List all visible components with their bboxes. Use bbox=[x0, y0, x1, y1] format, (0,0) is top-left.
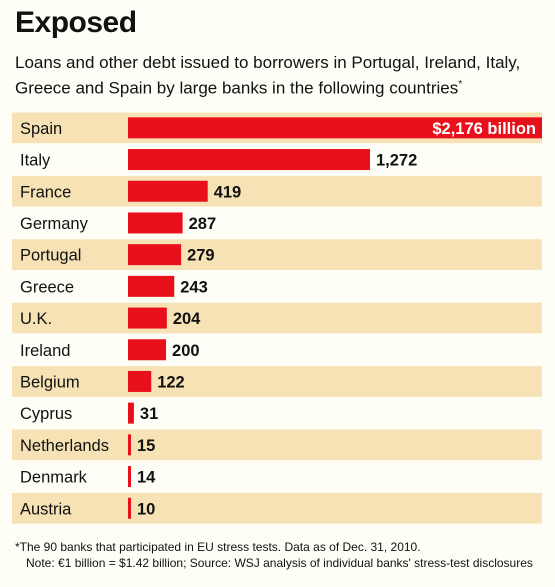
category-label-u-k: U.K. bbox=[20, 310, 52, 328]
value-label-denmark: 14 bbox=[137, 469, 156, 487]
bar-cyprus bbox=[128, 402, 134, 424]
chart-title: Exposed bbox=[15, 6, 137, 39]
value-label-greece: 243 bbox=[180, 278, 208, 296]
category-label-portugal: Portugal bbox=[20, 247, 81, 265]
category-label-denmark: Denmark bbox=[20, 469, 88, 487]
footnote-source: Note: €1 billion = $1.42 billion; Source… bbox=[26, 556, 533, 570]
value-label-germany: 287 bbox=[189, 215, 217, 233]
bar-spain bbox=[128, 117, 542, 139]
category-label-spain: Spain bbox=[20, 120, 62, 138]
row-stripe bbox=[12, 302, 542, 334]
row-stripe bbox=[12, 366, 542, 397]
subtitle-text: Loans and other debt issued to borrowers… bbox=[15, 53, 521, 98]
row-stripe bbox=[12, 175, 542, 207]
bar-france bbox=[128, 180, 208, 202]
bar-u-k bbox=[128, 307, 167, 329]
value-label-austria: 10 bbox=[137, 500, 155, 518]
bar-belgium bbox=[128, 370, 152, 392]
row-stripe bbox=[12, 429, 542, 461]
value-label-u-k: 204 bbox=[173, 310, 201, 328]
value-label-ireland: 200 bbox=[172, 342, 200, 360]
category-label-austria: Austria bbox=[20, 500, 72, 518]
value-label-netherlands: 15 bbox=[137, 437, 155, 455]
bar-denmark bbox=[128, 466, 131, 488]
bar-ireland bbox=[128, 339, 167, 361]
value-label-belgium: 122 bbox=[157, 373, 185, 391]
bar-italy bbox=[128, 149, 371, 171]
row-stripe bbox=[12, 239, 542, 270]
bar-chart: Spain $2,176 billion Italy 1,272 France 419 Ge… bbox=[12, 112, 542, 524]
bar-germany bbox=[128, 212, 183, 234]
row-stripe bbox=[12, 492, 542, 524]
bar-portugal bbox=[128, 244, 182, 266]
footnote-marker: * bbox=[458, 79, 463, 90]
category-label-netherlands: Netherlands bbox=[20, 437, 109, 455]
category-label-italy: Italy bbox=[20, 152, 51, 170]
bar-greece bbox=[128, 275, 175, 297]
value-label-italy: 1,272 bbox=[376, 152, 417, 170]
value-label-france: 419 bbox=[214, 183, 242, 201]
footnote-stress-tests: *The 90 banks that participated in EU st… bbox=[15, 540, 421, 554]
category-label-belgium: Belgium bbox=[20, 373, 80, 391]
category-label-ireland: Ireland bbox=[20, 342, 70, 360]
value-label-spain: $2,176 billion bbox=[432, 120, 536, 138]
category-label-greece: Greece bbox=[20, 278, 74, 296]
category-label-france: France bbox=[20, 183, 71, 201]
chart-subtitle: Loans and other debt issued to borrowers… bbox=[15, 52, 545, 100]
category-label-germany: Germany bbox=[20, 215, 89, 233]
category-label-cyprus: Cyprus bbox=[20, 405, 72, 423]
bar-austria bbox=[128, 497, 131, 519]
value-label-portugal: 279 bbox=[187, 247, 215, 265]
bar-netherlands bbox=[128, 434, 131, 456]
value-label-cyprus: 31 bbox=[140, 405, 158, 423]
